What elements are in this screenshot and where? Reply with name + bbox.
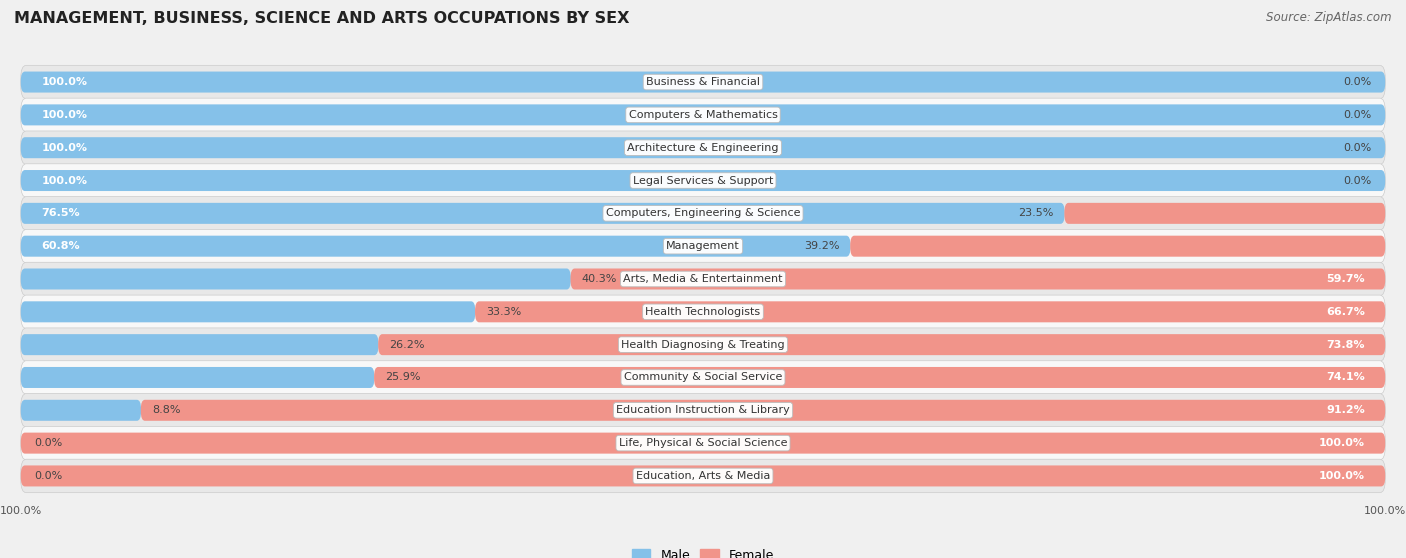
- Text: 26.2%: 26.2%: [389, 340, 425, 350]
- FancyBboxPatch shape: [21, 465, 1385, 487]
- FancyBboxPatch shape: [21, 137, 1385, 158]
- Text: 60.8%: 60.8%: [41, 241, 80, 251]
- FancyBboxPatch shape: [21, 301, 475, 323]
- FancyBboxPatch shape: [21, 432, 1385, 454]
- FancyBboxPatch shape: [21, 426, 1385, 460]
- Text: 100.0%: 100.0%: [41, 110, 87, 120]
- Text: 0.0%: 0.0%: [1343, 110, 1371, 120]
- FancyBboxPatch shape: [571, 268, 1385, 290]
- Text: 59.7%: 59.7%: [1326, 274, 1365, 284]
- FancyBboxPatch shape: [1064, 203, 1385, 224]
- Text: Community & Social Service: Community & Social Service: [624, 373, 782, 382]
- Text: 66.7%: 66.7%: [1326, 307, 1365, 317]
- FancyBboxPatch shape: [21, 98, 1385, 132]
- FancyBboxPatch shape: [21, 203, 1064, 224]
- Text: Arts, Media & Entertainment: Arts, Media & Entertainment: [623, 274, 783, 284]
- Text: Life, Physical & Social Science: Life, Physical & Social Science: [619, 438, 787, 448]
- FancyBboxPatch shape: [21, 334, 378, 355]
- FancyBboxPatch shape: [851, 235, 1385, 257]
- FancyBboxPatch shape: [374, 367, 1385, 388]
- Text: Health Technologists: Health Technologists: [645, 307, 761, 317]
- Text: 23.5%: 23.5%: [1018, 208, 1053, 218]
- Text: Health Diagnosing & Treating: Health Diagnosing & Treating: [621, 340, 785, 350]
- Text: 0.0%: 0.0%: [35, 471, 63, 481]
- Text: 100.0%: 100.0%: [1319, 471, 1365, 481]
- FancyBboxPatch shape: [21, 104, 1385, 126]
- Text: Education, Arts & Media: Education, Arts & Media: [636, 471, 770, 481]
- Text: Business & Financial: Business & Financial: [645, 77, 761, 87]
- Text: Source: ZipAtlas.com: Source: ZipAtlas.com: [1267, 11, 1392, 24]
- FancyBboxPatch shape: [21, 235, 851, 257]
- FancyBboxPatch shape: [21, 229, 1385, 263]
- FancyBboxPatch shape: [21, 131, 1385, 165]
- Text: Architecture & Engineering: Architecture & Engineering: [627, 143, 779, 153]
- Text: Education Instruction & Library: Education Instruction & Library: [616, 405, 790, 415]
- Text: 73.8%: 73.8%: [1326, 340, 1365, 350]
- Text: 33.3%: 33.3%: [486, 307, 522, 317]
- Text: Legal Services & Support: Legal Services & Support: [633, 176, 773, 185]
- FancyBboxPatch shape: [21, 71, 1385, 93]
- Text: MANAGEMENT, BUSINESS, SCIENCE AND ARTS OCCUPATIONS BY SEX: MANAGEMENT, BUSINESS, SCIENCE AND ARTS O…: [14, 11, 630, 26]
- FancyBboxPatch shape: [21, 295, 1385, 329]
- Text: 0.0%: 0.0%: [1343, 143, 1371, 153]
- Text: 0.0%: 0.0%: [1343, 176, 1371, 185]
- FancyBboxPatch shape: [378, 334, 1385, 355]
- Text: 25.9%: 25.9%: [385, 373, 420, 382]
- FancyBboxPatch shape: [21, 268, 571, 290]
- FancyBboxPatch shape: [21, 196, 1385, 230]
- FancyBboxPatch shape: [21, 164, 1385, 198]
- Text: Computers, Engineering & Science: Computers, Engineering & Science: [606, 208, 800, 218]
- FancyBboxPatch shape: [21, 459, 1385, 493]
- Text: 39.2%: 39.2%: [804, 241, 839, 251]
- FancyBboxPatch shape: [21, 170, 1385, 191]
- Text: 100.0%: 100.0%: [41, 176, 87, 185]
- FancyBboxPatch shape: [21, 393, 1385, 427]
- Text: Management: Management: [666, 241, 740, 251]
- Text: 74.1%: 74.1%: [1326, 373, 1365, 382]
- Text: 0.0%: 0.0%: [35, 438, 63, 448]
- FancyBboxPatch shape: [21, 400, 141, 421]
- FancyBboxPatch shape: [21, 360, 1385, 394]
- Text: 100.0%: 100.0%: [41, 77, 87, 87]
- FancyBboxPatch shape: [21, 262, 1385, 296]
- Text: 8.8%: 8.8%: [152, 405, 180, 415]
- Text: 0.0%: 0.0%: [1343, 77, 1371, 87]
- FancyBboxPatch shape: [21, 65, 1385, 99]
- Text: 100.0%: 100.0%: [41, 143, 87, 153]
- Text: 76.5%: 76.5%: [41, 208, 80, 218]
- FancyBboxPatch shape: [21, 328, 1385, 362]
- FancyBboxPatch shape: [475, 301, 1385, 323]
- Legend: Male, Female: Male, Female: [627, 545, 779, 558]
- Text: 40.3%: 40.3%: [582, 274, 617, 284]
- Text: 100.0%: 100.0%: [1319, 438, 1365, 448]
- Text: 91.2%: 91.2%: [1326, 405, 1365, 415]
- FancyBboxPatch shape: [141, 400, 1385, 421]
- Text: Computers & Mathematics: Computers & Mathematics: [628, 110, 778, 120]
- FancyBboxPatch shape: [21, 367, 374, 388]
